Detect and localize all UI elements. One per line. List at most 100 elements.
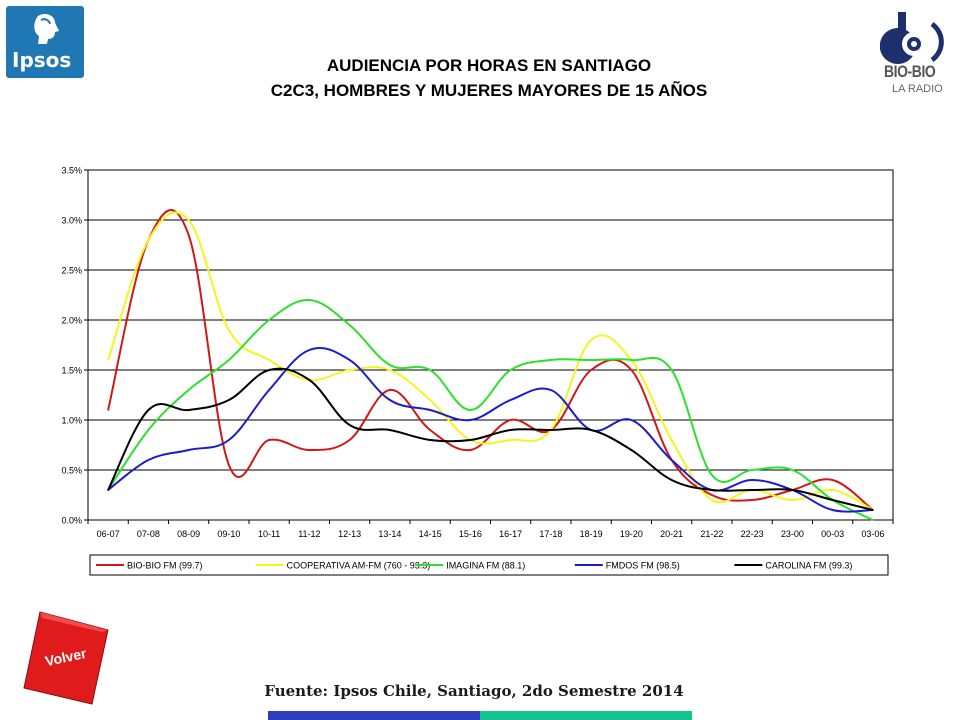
data-point	[670, 369, 673, 371]
x-tick-label: 19-20	[620, 529, 643, 539]
data-point	[348, 359, 351, 361]
data-point	[187, 409, 190, 411]
data-point	[509, 399, 512, 401]
x-tick-label: 12-13	[338, 529, 361, 539]
x-tick-label: 18-19	[580, 529, 603, 539]
biobio-logo-subtext: LA RADIO	[892, 83, 943, 95]
data-point	[630, 449, 633, 451]
x-tick-label: 07-08	[137, 529, 160, 539]
data-point	[389, 389, 391, 391]
data-point	[751, 499, 753, 501]
data-point	[509, 429, 512, 431]
series-line-3	[107, 298, 874, 521]
data-point	[751, 489, 753, 491]
data-point	[469, 419, 472, 421]
data-point	[630, 369, 633, 371]
series-line-2	[107, 211, 874, 511]
x-tick-label: 11-12	[298, 529, 320, 539]
data-point	[791, 489, 794, 491]
y-tick-label: 1.5%	[61, 366, 82, 376]
data-point	[107, 409, 109, 411]
data-point	[711, 489, 713, 491]
data-point	[228, 439, 230, 441]
data-point	[268, 439, 270, 441]
series-layer	[107, 209, 874, 521]
x-tick-label: 03-06	[861, 529, 884, 539]
ipsos-head-icon	[34, 14, 59, 44]
data-point	[590, 359, 592, 361]
x-tick-label: 22-23	[741, 529, 764, 539]
data-point	[751, 479, 753, 481]
data-point	[389, 429, 391, 431]
data-point	[147, 409, 150, 411]
data-point	[389, 399, 391, 401]
y-tick-label: 3.0%	[61, 216, 82, 226]
data-point	[268, 389, 270, 391]
data-point	[268, 359, 270, 361]
ipsos-logo: Ipsos	[6, 6, 84, 78]
data-point	[509, 369, 512, 371]
volver-button[interactable]: Volver	[22, 610, 110, 706]
legend-box	[89, 554, 889, 576]
data-point	[831, 509, 834, 511]
footer-bar-green	[480, 711, 692, 720]
data-point	[107, 359, 109, 361]
data-point	[268, 369, 270, 371]
chart-title-line-2: C2C3, HOMBRES Y MUJERES MAYORES DE 15 AÑ…	[270, 81, 708, 100]
data-point	[791, 469, 794, 471]
y-tick-label: 0.5%	[61, 466, 82, 476]
legend-label: BIO-BIO FM (99.7)	[127, 561, 203, 571]
data-point	[590, 339, 592, 341]
grid-layer	[87, 169, 894, 521]
data-point	[187, 219, 190, 221]
x-tick-label: 10-11	[258, 529, 280, 539]
y-tick-label: 2.5%	[61, 266, 82, 276]
data-point	[590, 429, 592, 431]
data-point	[348, 369, 351, 371]
y-tick-label: 2.0%	[61, 316, 82, 326]
chart-title-line-1: AUDIENCIA POR HORAS EN SANTIAGO	[326, 56, 652, 75]
data-point	[348, 424, 351, 426]
data-point	[711, 499, 713, 501]
series-line-4	[107, 347, 873, 513]
data-point	[107, 489, 109, 491]
data-point	[469, 409, 472, 411]
data-point	[389, 364, 391, 366]
data-point	[147, 239, 150, 241]
data-point	[630, 419, 633, 421]
data-point	[187, 389, 190, 391]
source-caption: Fuente: Ipsos Chile, Santiago, 2do Semes…	[264, 682, 684, 700]
y-tick-label: 3.5%	[61, 166, 82, 176]
x-tick-label: 08-09	[177, 529, 200, 539]
x-tick-label: 15-16	[459, 529, 482, 539]
legend-label: IMAGINA FM (88.1)	[446, 561, 525, 571]
data-point	[228, 399, 230, 401]
data-point	[228, 464, 230, 466]
data-point	[308, 349, 311, 351]
data-point	[670, 479, 673, 481]
x-tick-label: 06-07	[97, 529, 120, 539]
y-tick-label: 1.0%	[61, 416, 82, 426]
data-point	[187, 234, 190, 236]
biobio-logo-text: BIO-BIO	[884, 62, 936, 81]
data-point	[872, 509, 874, 511]
x-tick-label: 14-15	[419, 529, 442, 539]
data-point	[831, 499, 834, 501]
data-point	[831, 489, 834, 491]
axis-layer: 0.0% 0.5% 1.0% 1.5% 2.0% 2.5% 3.0% 3.5% 06-07 07-…	[61, 166, 894, 539]
x-tick-label: 23-00	[781, 529, 804, 539]
data-point	[711, 474, 713, 476]
data-point	[550, 389, 552, 391]
data-point	[831, 479, 834, 481]
x-tick-label: 20-21	[660, 529, 683, 539]
data-point	[550, 429, 552, 431]
data-point	[429, 409, 431, 411]
legend-label: COOPERATIVA AM-FM (760 - 93.3)	[287, 561, 431, 571]
data-point	[429, 439, 431, 441]
data-point	[348, 439, 351, 441]
data-point	[550, 359, 552, 361]
data-point	[509, 419, 512, 421]
data-point	[630, 359, 633, 361]
x-tick-label: 09-10	[217, 529, 240, 539]
legend-label: CAROLINA FM (99.3)	[765, 561, 852, 571]
